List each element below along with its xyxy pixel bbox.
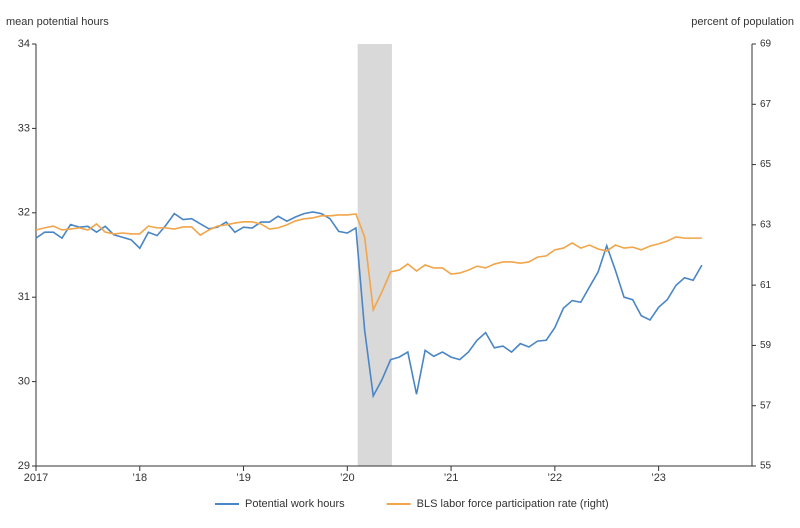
legend-label: BLS labor force participation rate (righ… bbox=[417, 498, 609, 510]
y2-tick-label: 61 bbox=[760, 280, 772, 291]
series-line bbox=[35, 211, 703, 399]
x-tick-label: ’19 bbox=[236, 472, 251, 484]
x-tick-label: 2017 bbox=[24, 472, 48, 484]
y2-tick-label: 57 bbox=[760, 400, 772, 411]
y-tick-label: 30 bbox=[18, 376, 30, 388]
series-line bbox=[35, 213, 702, 313]
y-tick-label: 32 bbox=[18, 207, 30, 219]
y-tick-label: 29 bbox=[18, 460, 30, 472]
y-tick-label: 31 bbox=[18, 291, 30, 303]
x-tick-label: ’23 bbox=[651, 472, 666, 484]
y2-tick-label: 69 bbox=[760, 39, 772, 50]
y2-tick-label: 59 bbox=[760, 340, 772, 351]
x-tick-label: ’18 bbox=[132, 472, 147, 484]
y-axis-title: mean potential hours bbox=[6, 16, 109, 28]
x-tick-label: ’21 bbox=[444, 472, 459, 484]
y2-tick-label: 65 bbox=[760, 159, 772, 170]
legend-label: Potential work hours bbox=[245, 498, 345, 510]
y2-axis-title: percent of population bbox=[691, 16, 794, 28]
x-tick-label: ’20 bbox=[340, 472, 355, 484]
x-tick-label: ’22 bbox=[547, 472, 562, 484]
y2-tick-label: 63 bbox=[760, 219, 772, 230]
y2-tick-label: 55 bbox=[760, 461, 772, 472]
y2-tick-label: 67 bbox=[760, 99, 772, 110]
y-tick-label: 34 bbox=[18, 38, 30, 50]
y-tick-label: 33 bbox=[18, 122, 30, 134]
recession-shading bbox=[357, 44, 392, 466]
